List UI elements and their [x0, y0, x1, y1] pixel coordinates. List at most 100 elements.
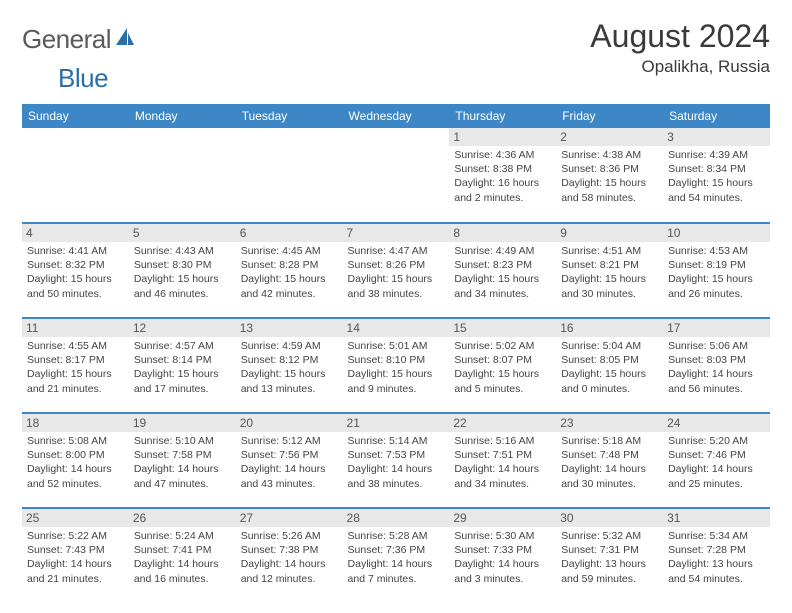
calendar-cell: 1Sunrise: 4:36 AMSunset: 8:38 PMDaylight… — [449, 128, 556, 223]
date-number: 6 — [236, 224, 343, 242]
daylight-line: Daylight: 14 hours and 47 minutes. — [134, 462, 231, 490]
date-number: 12 — [129, 319, 236, 337]
month-title: August 2024 — [590, 18, 770, 55]
sunrise-line: Sunrise: 5:04 AM — [561, 339, 658, 353]
sunset-line: Sunset: 8:14 PM — [134, 353, 231, 367]
calendar-row: 4Sunrise: 4:41 AMSunset: 8:32 PMDaylight… — [22, 223, 770, 318]
calendar-cell: 16Sunrise: 5:04 AMSunset: 8:05 PMDayligh… — [556, 318, 663, 413]
daylight-line: Daylight: 14 hours and 3 minutes. — [454, 557, 551, 585]
cell-content: Sunrise: 4:39 AMSunset: 8:34 PMDaylight:… — [668, 148, 765, 205]
day-header-mon: Monday — [129, 104, 236, 128]
calendar-page: General August 2024 Opalikha, Russia Blu… — [0, 0, 792, 613]
sunset-line: Sunset: 7:46 PM — [668, 448, 765, 462]
sunrise-line: Sunrise: 4:41 AM — [27, 244, 124, 258]
date-number: 27 — [236, 509, 343, 527]
calendar-cell: 10Sunrise: 4:53 AMSunset: 8:19 PMDayligh… — [663, 223, 770, 318]
sunset-line: Sunset: 7:51 PM — [454, 448, 551, 462]
sunrise-line: Sunrise: 4:36 AM — [454, 148, 551, 162]
date-number: 15 — [449, 319, 556, 337]
cell-content: Sunrise: 4:41 AMSunset: 8:32 PMDaylight:… — [27, 244, 124, 301]
date-number: 1 — [449, 128, 556, 146]
date-number: 26 — [129, 509, 236, 527]
sunrise-line: Sunrise: 4:38 AM — [561, 148, 658, 162]
cell-content: Sunrise: 4:53 AMSunset: 8:19 PMDaylight:… — [668, 244, 765, 301]
calendar-cell: 18Sunrise: 5:08 AMSunset: 8:00 PMDayligh… — [22, 413, 129, 508]
location-label: Opalikha, Russia — [590, 57, 770, 77]
sunset-line: Sunset: 8:21 PM — [561, 258, 658, 272]
cell-content: Sunrise: 5:10 AMSunset: 7:58 PMDaylight:… — [134, 434, 231, 491]
day-header-sun: Sunday — [22, 104, 129, 128]
day-header-wed: Wednesday — [343, 104, 450, 128]
calendar-cell: 6 Sunrise: 4:45 AMSunset: 8:28 PMDaylight… — [236, 223, 343, 318]
sunrise-line: Sunrise: 5:26 AM — [241, 529, 338, 543]
date-number: 22 — [449, 414, 556, 432]
calendar-cell: 4 Sunrise: 4:41 AMSunset: 8:32 PMDaylight… — [22, 223, 129, 318]
date-number: 28 — [343, 509, 450, 527]
calendar-body: 1 Sunrise: 4:36 AMSunset: 8:38 PM Daylight… — [22, 128, 770, 603]
daylight-line: Daylight: 14 hours and 38 minutes. — [348, 462, 445, 490]
calendar-cell: 22 Sunrise: 5:16 AMSunset: 7:51 PMDayligh… — [449, 413, 556, 508]
day-header-thu: Thursday — [449, 104, 556, 128]
date-number: 16 — [556, 319, 663, 337]
date-number: 2 — [556, 128, 663, 146]
calendar-cell — [343, 128, 450, 223]
sunrise-line: Sunrise: 5:18 AM — [561, 434, 658, 448]
date-number: 17 — [663, 319, 770, 337]
date-number: 11 — [22, 319, 129, 337]
sunset-line: Sunset: 8:05 PM — [561, 353, 658, 367]
calendar-cell — [129, 128, 236, 223]
calendar-cell: 25Sunrise: 5:22 AMSunset: 7:43 PMDayligh… — [22, 508, 129, 603]
logo-sail-icon — [113, 25, 137, 54]
date-number: 29 — [449, 509, 556, 527]
sunset-line: Sunset: 7:38 PM — [241, 543, 338, 557]
cell-content: Sunrise: 4:45 AMSunset: 8:28 PMDaylight:… — [241, 244, 338, 301]
date-number: 4 — [22, 224, 129, 242]
sunrise-line: Sunrise: 5:16 AM — [454, 434, 551, 448]
sunset-line: Sunset: 8:38 PM — [454, 162, 551, 176]
cell-content: Sunrise: 5:01 AMSunset: 8:10 PMDaylight:… — [348, 339, 445, 396]
daylight-line: Daylight: 14 hours and 21 minutes. — [27, 557, 124, 585]
date-number: 21 — [343, 414, 450, 432]
sunrise-line: Sunrise: 4:57 AM — [134, 339, 231, 353]
daylight-line: Daylight: 15 hours and 13 minutes. — [241, 367, 338, 395]
date-number: 13 — [236, 319, 343, 337]
daylight-line: Daylight: 15 hours and 58 minutes. — [561, 176, 658, 204]
calendar-cell: 2Sunrise: 4:38 AMSunset: 8:36 PMDaylight… — [556, 128, 663, 223]
date-number: 18 — [22, 414, 129, 432]
daylight-line: Daylight: 13 hours and 54 minutes. — [668, 557, 765, 585]
calendar-cell: 15 Sunrise: 5:02 AMSunset: 8:07 PMDayligh… — [449, 318, 556, 413]
cell-content: Sunrise: 5:16 AMSunset: 7:51 PMDaylight:… — [454, 434, 551, 491]
sunset-line: Sunset: 8:32 PM — [27, 258, 124, 272]
date-number: 31 — [663, 509, 770, 527]
date-number: 24 — [663, 414, 770, 432]
daylight-line: Daylight: 15 hours and 34 minutes. — [454, 272, 551, 300]
calendar-cell: 3Sunrise: 4:39 AMSunset: 8:34 PMDaylight… — [663, 128, 770, 223]
sunrise-line: Sunrise: 5:08 AM — [27, 434, 124, 448]
calendar-cell: 17 Sunrise: 5:06 AMSunset: 8:03 PMDayligh… — [663, 318, 770, 413]
cell-content: Sunrise: 5:18 AMSunset: 7:48 PMDaylight:… — [561, 434, 658, 491]
cell-content: Sunrise: 5:28 AMSunset: 7:36 PMDaylight:… — [348, 529, 445, 586]
calendar-cell — [22, 128, 129, 223]
date-number: 5 — [129, 224, 236, 242]
calendar-cell: 12Sunrise: 4:57 AMSunset: 8:14 PMDayligh… — [129, 318, 236, 413]
cell-content: Sunrise: 5:02 AMSunset: 8:07 PMDaylight:… — [454, 339, 551, 396]
sunset-line: Sunset: 8:19 PM — [668, 258, 765, 272]
cell-content: Sunrise: 5:06 AMSunset: 8:03 PMDaylight:… — [668, 339, 765, 396]
sunrise-line: Sunrise: 5:14 AM — [348, 434, 445, 448]
calendar-cell: 14 Sunrise: 5:01 AMSunset: 8:10 PMDayligh… — [343, 318, 450, 413]
date-number: 19 — [129, 414, 236, 432]
cell-content: Sunrise: 4:51 AMSunset: 8:21 PMDaylight:… — [561, 244, 658, 301]
calendar-cell: 21Sunrise: 5:14 AMSunset: 7:53 PMDayligh… — [343, 413, 450, 508]
sunset-line: Sunset: 7:48 PM — [561, 448, 658, 462]
cell-content: Sunrise: 5:12 AMSunset: 7:56 PMDaylight:… — [241, 434, 338, 491]
sunrise-line: Sunrise: 4:55 AM — [27, 339, 124, 353]
date-number: 14 — [343, 319, 450, 337]
sunrise-line: Sunrise: 4:39 AM — [668, 148, 765, 162]
calendar-cell: 28 Sunrise: 5:28 AMSunset: 7:36 PMDayligh… — [343, 508, 450, 603]
calendar-cell: 8Sunrise: 4:49 AMSunset: 8:23 PMDaylight… — [449, 223, 556, 318]
sunset-line: Sunset: 8:30 PM — [134, 258, 231, 272]
cell-content: Sunrise: 5:32 AMSunset: 7:31 PMDaylight:… — [561, 529, 658, 586]
cell-content: Sunrise: 4:49 AMSunset: 8:23 PMDaylight:… — [454, 244, 551, 301]
calendar-cell: 20Sunrise: 5:12 AMSunset: 7:56 PMDayligh… — [236, 413, 343, 508]
calendar-cell: 26Sunrise: 5:24 AMSunset: 7:41 PMDayligh… — [129, 508, 236, 603]
